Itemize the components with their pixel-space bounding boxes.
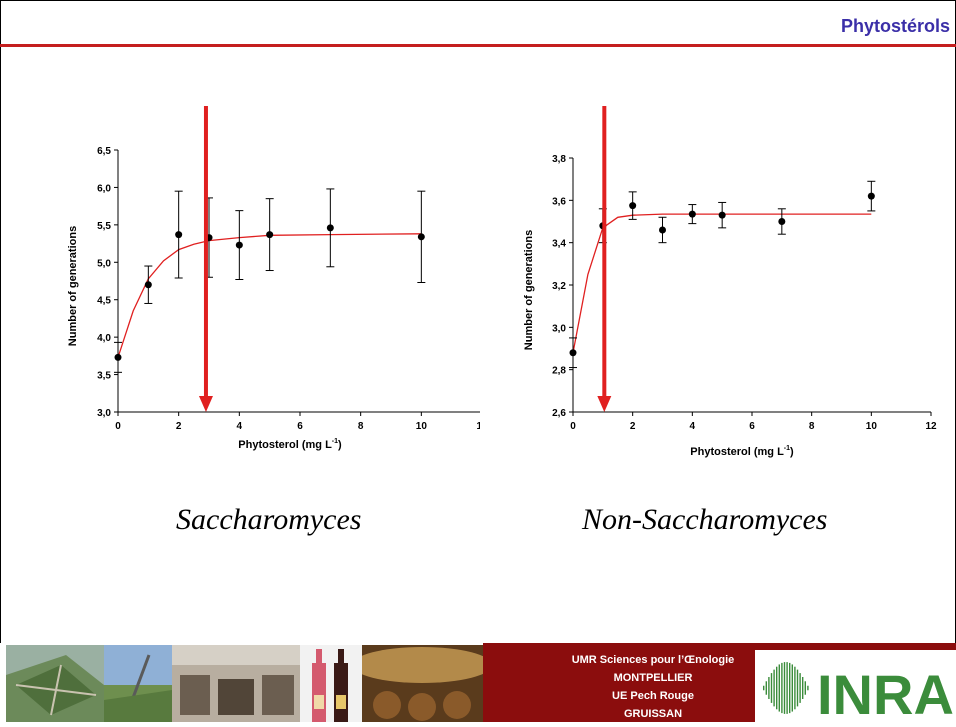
y-tick-label: 3,4	[552, 239, 566, 250]
x-tick-label: 4	[237, 421, 243, 432]
x-tick-label: 0	[115, 421, 121, 432]
vineyard-photo	[6, 645, 104, 722]
x-axis-label: Phytosterol (mg L-1)	[690, 445, 794, 458]
logo-stripe	[802, 677, 804, 699]
fit-curve	[572, 213, 872, 353]
inra-logo: INRA	[755, 650, 956, 726]
logo-stripe	[763, 685, 765, 691]
data-point	[235, 241, 243, 249]
y-tick-label: 6,0	[97, 183, 111, 194]
data-point	[266, 231, 274, 239]
x-tick-label: 2	[630, 421, 636, 432]
data-point	[629, 202, 637, 210]
x-tick-label: 4	[690, 421, 696, 432]
data-point	[688, 210, 696, 218]
logo-stripe	[791, 664, 793, 712]
x-tick-label: 12	[925, 421, 937, 432]
chart-saccharomyces: 3,0 3,5 4,0 4,5 5,0 5,5 6,0 6,5 0 2 4 6 8 10 12 Phytost…	[67, 106, 480, 451]
logo-stripe	[807, 685, 809, 691]
caption-saccharomyces: Saccharomyces	[176, 503, 362, 536]
x-tick-label: 8	[358, 421, 364, 432]
logo-stripe	[804, 681, 806, 695]
inra-logo-graphic: INRA	[763, 662, 954, 726]
data-point	[417, 233, 425, 241]
y-axis-label: Number of generations	[67, 226, 79, 346]
y-tick-label: 2,8	[552, 366, 566, 377]
lab-info-text: UMR Sciences pour l’Œnologie MONTPELLIER…	[483, 651, 823, 723]
logo-stripe	[776, 666, 778, 710]
data-point	[778, 218, 786, 225]
lab-line-3: UE Pech Rouge	[612, 690, 694, 702]
logo-stripe	[794, 666, 796, 710]
vineyard-sky-photo	[104, 645, 172, 722]
inra-logo-text: INRA	[817, 663, 954, 722]
data-point	[175, 231, 183, 239]
y-tick-label: 2,6	[552, 408, 566, 419]
logo-stripe	[799, 673, 801, 703]
arrow-head	[597, 396, 612, 412]
x-tick-label: 2	[176, 421, 182, 432]
y-tick-label: 4,0	[97, 333, 111, 344]
y-axis-label: Number of generations	[523, 230, 535, 350]
x-tick-label: 12	[476, 421, 480, 432]
logo-stripe	[778, 664, 780, 712]
wine-bottles-photo	[300, 645, 362, 722]
y-tick-label: 5,0	[97, 258, 111, 269]
logo-stripe	[786, 662, 788, 714]
barrel-cellar-photo	[362, 645, 483, 722]
y-tick-label: 3,2	[552, 281, 566, 292]
x-tick-label: 10	[416, 421, 428, 432]
data-point	[326, 224, 334, 232]
y-tick-label: 3,0	[552, 323, 566, 334]
x-tick-label: 8	[809, 421, 815, 432]
lab-line-2: MONTPELLIER	[613, 672, 693, 684]
logo-stripe	[796, 669, 799, 707]
logo-stripe	[770, 673, 773, 703]
logo-stripe	[781, 662, 783, 714]
data-point	[114, 353, 122, 361]
x-tick-label: 10	[866, 421, 878, 432]
x-tick-label: 6	[297, 421, 303, 432]
x-tick-label: 0	[570, 421, 576, 432]
y-tick-label: 5,5	[97, 221, 111, 232]
logo-stripe	[783, 662, 786, 714]
x-axis-label: Phytosterol (mg L-1)	[238, 438, 342, 451]
data-point	[718, 211, 726, 219]
arrow-head	[198, 396, 213, 412]
lab-line-1: UMR Sciences pour l’Œnologie	[571, 654, 735, 666]
caption-non-saccharomyces: Non-Saccharomyces	[582, 503, 828, 536]
lab-line-4: GRUISSAN	[623, 708, 683, 720]
data-point	[569, 349, 577, 357]
data-point	[867, 192, 875, 200]
logo-stripe	[768, 677, 770, 699]
title-rule	[0, 44, 956, 47]
fit-curve	[117, 233, 422, 358]
y-tick-label: 3,8	[552, 154, 566, 165]
y-tick-label: 6,5	[97, 146, 111, 157]
y-tick-label: 3,6	[552, 196, 566, 207]
logo-stripe	[773, 669, 775, 707]
logo-stripe	[765, 681, 767, 695]
x-tick-label: 6	[749, 421, 755, 432]
data-point	[144, 281, 152, 289]
logo-stripe	[789, 662, 791, 714]
footer-banner: UMR Sciences pour l’Œnologie MONTPELLIER…	[0, 643, 956, 726]
y-tick-label: 3,0	[97, 408, 111, 419]
cellar-photo	[172, 645, 300, 722]
data-point	[659, 226, 666, 234]
page-title: Phytostérols	[840, 16, 950, 36]
y-tick-label: 4,5	[97, 296, 111, 307]
chart-non-saccharomyces: 2,6 2,8 3,0 3,2 3,4 3,6 3,8 0 2 4 6 8 10 12 Phytostero…	[523, 106, 937, 458]
y-tick-label: 3,5	[97, 371, 111, 382]
